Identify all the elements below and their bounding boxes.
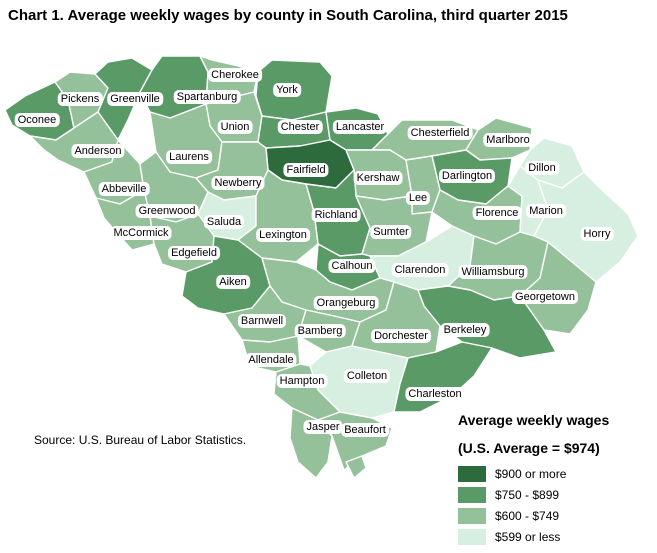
county-label-barnwell: Barnwell <box>237 314 287 328</box>
legend-title: Average weekly wages <box>458 412 610 428</box>
county-label-calhoun: Calhoun <box>328 259 376 273</box>
chart-title: Chart 1. Average weekly wages by county … <box>8 7 568 24</box>
county-label-darlington: Darlington <box>438 169 496 183</box>
county-label-marion: Marion <box>526 204 566 218</box>
source-note: Source: U.S. Bureau of Labor Statistics. <box>34 433 247 447</box>
county-label-kershaw: Kershaw <box>353 171 403 185</box>
legend-swatch <box>458 466 486 482</box>
county-label-berkeley: Berkeley <box>440 323 490 337</box>
county-label-richland: Richland <box>311 208 361 222</box>
county-label-sumter: Sumter <box>370 225 412 239</box>
legend-swatch <box>458 508 486 524</box>
county-label-georgetown: Georgetown <box>512 290 578 304</box>
county-label-orangeburg: Orangeburg <box>313 296 379 310</box>
county-label-florence: Florence <box>472 206 522 220</box>
county-label-oconee: Oconee <box>14 113 60 127</box>
legend-label: $750 - $899 <box>495 488 560 502</box>
county-label-horry: Horry <box>580 227 614 241</box>
county-label-lancaster: Lancaster <box>332 120 388 134</box>
county-label-greenville: Greenville <box>107 92 163 106</box>
county-label-clarendon: Clarendon <box>391 263 449 277</box>
county-label-fairfield: Fairfield <box>283 163 329 177</box>
county-label-chesterfield: Chesterfield <box>407 126 473 140</box>
county-label-chester: Chester <box>277 120 323 134</box>
legend-label: $599 or less <box>495 530 561 544</box>
county-beaufort-island <box>345 455 367 479</box>
county-label-jasper: Jasper <box>303 420 343 434</box>
county-label-cherokee: Cherokee <box>208 68 262 82</box>
legend-label: $900 or more <box>495 467 567 481</box>
county-label-greenwood: Greenwood <box>135 204 199 218</box>
county-label-anderson: Anderson <box>71 144 125 158</box>
county-label-york: York <box>273 83 301 97</box>
county-label-beaufort: Beaufort <box>341 423 389 437</box>
county-label-lee: Lee <box>405 191 431 205</box>
legend-swatch <box>458 487 486 503</box>
legend-subtitle: (U.S. Average = $974) <box>458 440 600 456</box>
county-label-dorchester: Dorchester <box>371 329 431 343</box>
county-label-bamberg: Bamberg <box>294 324 346 338</box>
county-label-dillon: Dillon <box>525 161 559 175</box>
legend-swatch <box>458 529 486 545</box>
county-label-williamsburg: Williamsburg <box>458 265 528 279</box>
county-label-spartanburg: Spartanburg <box>173 90 241 104</box>
county-label-pickens: Pickens <box>57 92 103 106</box>
county-label-abbeville: Abbeville <box>98 182 150 196</box>
county-label-laurens: Laurens <box>166 150 212 164</box>
county-label-colleton: Colleton <box>343 369 391 383</box>
county-label-charleston: Charleston <box>405 387 465 401</box>
county-label-aiken: Aiken <box>216 275 250 289</box>
county-label-saluda: Saluda <box>203 215 245 229</box>
county-label-edgefield: Edgefield <box>168 246 220 260</box>
county-label-mccormick: McCormick <box>110 226 172 240</box>
county-label-newberry: Newberry <box>211 176 265 190</box>
county-label-marlboro: Marlboro <box>483 133 533 147</box>
county-label-lexington: Lexington <box>256 228 310 242</box>
legend-label: $600 - $749 <box>495 509 560 523</box>
county-label-allendale: Allendale <box>245 353 297 367</box>
county-label-union: Union <box>217 120 253 134</box>
county-label-hampton: Hampton <box>276 374 328 388</box>
